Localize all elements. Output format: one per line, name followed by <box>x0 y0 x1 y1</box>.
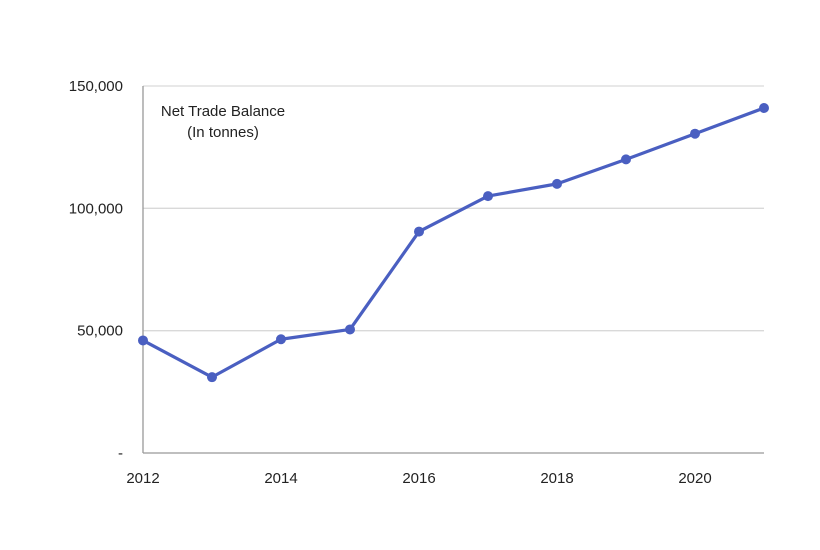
data-point <box>414 226 424 237</box>
data-point <box>483 191 493 202</box>
y-tick-labels: - 50,000 100,000 150,000 <box>69 78 123 462</box>
x-tick-label: 2016 <box>402 470 435 487</box>
y-tick-label: 50,000 <box>77 323 123 340</box>
data-point <box>276 334 286 345</box>
data-point <box>621 154 631 165</box>
x-tick-labels: 2012 2014 2016 2018 2020 <box>126 470 711 487</box>
data-point <box>345 324 355 335</box>
data-point <box>138 335 148 346</box>
y-tick-label: - <box>118 445 123 462</box>
y-tick-label: 150,000 <box>69 78 123 95</box>
chart-subtitle: (In tonnes) <box>187 124 259 141</box>
data-point <box>690 128 700 139</box>
data-point <box>552 178 562 189</box>
series-line <box>142 106 765 379</box>
y-tick-label: 100,000 <box>69 200 123 217</box>
x-tick-label: 2014 <box>264 470 297 487</box>
data-point <box>207 372 217 383</box>
data-point <box>759 103 769 114</box>
x-tick-label: 2018 <box>540 470 573 487</box>
data-points <box>138 103 769 383</box>
chart-title: Net Trade Balance <box>161 103 285 120</box>
gridlines <box>143 85 764 332</box>
x-tick-label: 2012 <box>126 470 159 487</box>
x-tick-label: 2020 <box>678 470 711 487</box>
